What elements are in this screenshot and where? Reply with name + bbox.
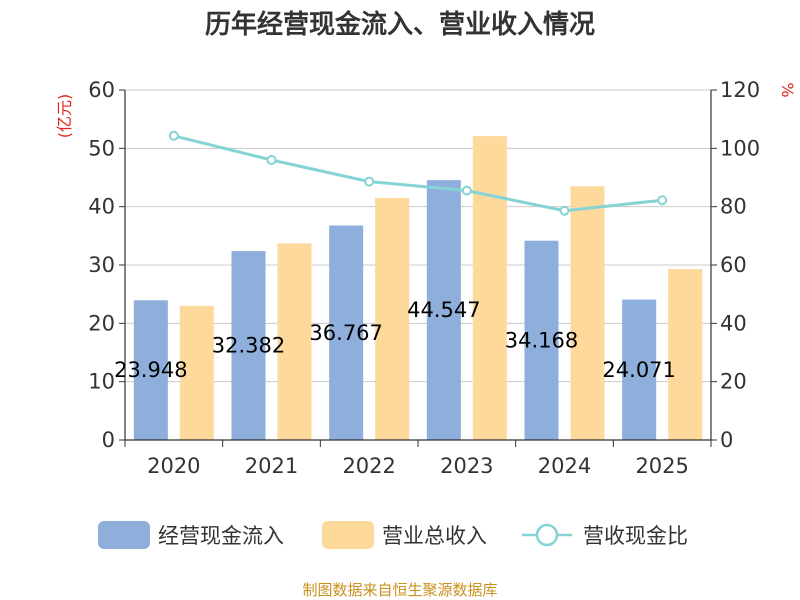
right-tick-label: 0: [720, 428, 733, 452]
left-tick-label: 10: [88, 370, 115, 394]
bars: [133, 136, 703, 441]
ratio-line-path: [173, 134, 663, 213]
right-tick-label: 20: [720, 370, 747, 394]
left-tick-label: 60: [88, 78, 115, 102]
ratio-point: [461, 185, 472, 196]
left-tick-label: 50: [88, 136, 115, 160]
bar-cash-inflow: [426, 180, 461, 440]
chart-title: 历年经营现金流入、营业收入情况: [205, 9, 595, 40]
right-tick-label: 80: [720, 195, 747, 219]
right-axis-unit: %: [778, 82, 797, 97]
data-label-cash-inflow: 24.071: [602, 358, 675, 382]
left-tick-label: 0: [102, 428, 115, 452]
bar-cash-inflow: [133, 300, 168, 440]
ratio-point: [168, 130, 179, 141]
x-category-label: 2024: [538, 454, 591, 478]
bar-total-revenue: [472, 136, 507, 441]
legend-swatch-total-revenue: [322, 521, 374, 549]
x-category-label: 2020: [147, 454, 200, 478]
data-label-cash-inflow: 34.168: [505, 328, 578, 352]
bar-total-revenue: [179, 305, 214, 440]
data-label-cash-inflow: 36.767: [309, 321, 382, 345]
bar-total-revenue: [375, 197, 410, 440]
ratio-line: [168, 130, 668, 216]
left-axis-unit: (亿元): [55, 94, 74, 139]
data-labels: 23.948 32.382 36.767 44.547 34.168 24.071: [114, 298, 676, 382]
left-tick-label: 30: [88, 253, 115, 277]
bar-cash-inflow: [622, 299, 657, 440]
legend-marker-ratio: [535, 523, 559, 547]
bar-total-revenue: [668, 269, 703, 440]
right-tick-label: 100: [720, 136, 760, 160]
source-note: 制图数据来自恒生聚源数据库: [302, 581, 497, 599]
right-tick-label: 60: [720, 253, 747, 277]
data-label-cash-inflow: 23.948: [114, 358, 187, 382]
legend-label-total-revenue: 营业总收入: [382, 524, 487, 548]
x-category-label: 2022: [342, 454, 395, 478]
bar-cash-inflow: [524, 240, 559, 440]
left-tick-label: 40: [88, 195, 115, 219]
legend-label-cash-inflow: 经营现金流入: [158, 524, 284, 548]
bar-cash-inflow: [231, 251, 266, 440]
right-tick-label: 40: [720, 311, 747, 335]
right-tick-label: 120: [720, 78, 760, 102]
data-label-cash-inflow: 32.382: [212, 334, 285, 358]
legend: 经营现金流入 营业总收入 营收现金比: [98, 521, 688, 549]
axes: 0 10 20 30 40 50 60 0 20 40 60 80 100 120 2020 2021 2022…: [88, 78, 760, 478]
bar-cash-inflow: [329, 225, 364, 440]
ratio-point: [266, 155, 277, 165]
ratio-point: [364, 176, 375, 187]
data-label-cash-inflow: 44.547: [407, 298, 480, 322]
x-category-label: 2023: [440, 454, 493, 478]
legend-label-ratio: 营收现金比: [583, 524, 688, 548]
bar-total-revenue: [277, 243, 312, 440]
left-tick-label: 20: [88, 311, 115, 335]
bar-total-revenue: [570, 186, 605, 440]
x-category-label: 2021: [245, 454, 298, 478]
legend-swatch-cash-inflow: [98, 521, 150, 549]
x-category-label: 2025: [635, 454, 688, 478]
ratio-point: [559, 205, 570, 216]
ratio-point: [657, 195, 668, 206]
